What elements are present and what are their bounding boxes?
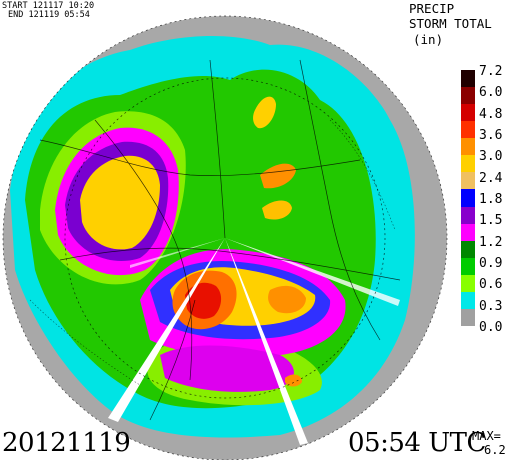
scale-swatch: [461, 240, 475, 259]
scale-tick-label: 0.3: [479, 298, 503, 314]
scale-swatch: [461, 257, 475, 276]
scale-tick-label: 1.5: [479, 213, 503, 229]
start-value: 121117 10:20: [32, 1, 95, 11]
scale-tick-label: 0.0: [479, 320, 503, 335]
product-name-line1: PRECIP: [409, 1, 455, 16]
scale-tick-label: 3.0: [479, 149, 503, 165]
end-label: END: [8, 10, 24, 20]
scale-tick-label: 0.9: [479, 256, 503, 271]
scale-tick-label: 7.2: [479, 64, 503, 79]
scale-swatch: [461, 274, 475, 293]
end-value: 121119 05:54: [28, 10, 90, 20]
scale-tick-label: 0.6: [479, 277, 503, 293]
scale-swatch: [461, 291, 475, 310]
date-label: 20121119: [2, 428, 131, 458]
scale-tick-label: 3.6: [479, 128, 503, 143]
product-units: (in): [413, 32, 444, 47]
scale-swatch: [461, 104, 475, 122]
scale-swatch: [461, 206, 475, 225]
max-label: MAX=: [472, 429, 501, 443]
scale-swatch: [461, 87, 475, 105]
scale-tick-label: 6.0: [479, 85, 503, 101]
scale-swatch: [461, 189, 475, 208]
start-time-line: START 121117 10:20: [2, 2, 94, 11]
scale-tick-label: 1.8: [479, 192, 503, 207]
start-label: START: [2, 1, 28, 11]
product-name-line2: STORM TOTAL: [409, 16, 492, 31]
scale-swatch: [461, 70, 475, 88]
end-time-line: END 121119 05:54: [8, 11, 90, 20]
color-scale-bar: [461, 70, 475, 327]
scale-swatch: [461, 121, 475, 139]
scale-tick-label: 4.8: [479, 106, 503, 122]
time-label: 05:54 UTC: [348, 428, 486, 458]
scale-tick-label: 2.4: [479, 170, 503, 186]
scale-swatch: [461, 155, 475, 173]
scale-swatch: [461, 308, 475, 327]
scale-tick-label: 1.2: [479, 234, 503, 250]
max-value: 6.2: [484, 443, 506, 457]
scale-swatch: [461, 172, 475, 190]
scale-swatch: [461, 138, 475, 156]
scale-swatch: [461, 223, 475, 242]
